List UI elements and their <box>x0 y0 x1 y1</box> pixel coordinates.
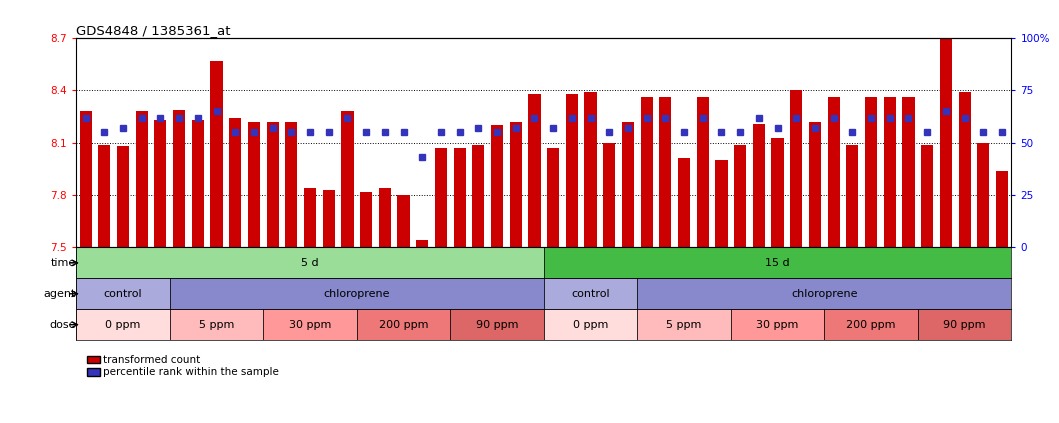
Bar <box>548 148 559 247</box>
Bar <box>264 309 357 340</box>
Bar <box>585 92 596 247</box>
Bar <box>772 137 784 247</box>
Bar <box>604 143 615 247</box>
Text: agent: agent <box>43 289 76 299</box>
Text: 5 ppm: 5 ppm <box>199 320 234 330</box>
Bar <box>435 148 447 247</box>
Bar <box>285 122 298 247</box>
Text: transformed count: transformed count <box>103 354 200 365</box>
Bar <box>397 195 410 247</box>
Bar <box>622 122 634 247</box>
Bar <box>304 188 316 247</box>
Bar <box>846 145 859 247</box>
Bar <box>491 125 503 247</box>
Bar <box>753 124 765 247</box>
Bar <box>544 309 638 340</box>
Text: control: control <box>104 289 142 299</box>
Bar <box>660 97 671 247</box>
Bar <box>155 120 166 247</box>
Bar <box>76 247 544 278</box>
Text: 30 ppm: 30 ppm <box>289 320 331 330</box>
Bar <box>734 145 747 247</box>
Bar <box>169 278 544 309</box>
Bar <box>192 120 204 247</box>
Bar <box>865 97 877 247</box>
Text: chloroprene: chloroprene <box>324 289 390 299</box>
Bar <box>995 170 1008 247</box>
Bar <box>809 122 821 247</box>
Bar <box>790 91 803 247</box>
Bar <box>453 148 466 247</box>
Text: time: time <box>51 258 76 268</box>
Bar <box>472 145 484 247</box>
Bar <box>267 122 279 247</box>
Bar <box>116 146 129 247</box>
Bar <box>341 111 354 247</box>
Text: 0 ppm: 0 ppm <box>105 320 141 330</box>
Text: 90 ppm: 90 ppm <box>944 320 986 330</box>
Bar <box>136 111 148 247</box>
Text: percentile rank within the sample: percentile rank within the sample <box>103 367 279 377</box>
Bar <box>544 278 638 309</box>
Text: chloroprene: chloroprene <box>791 289 858 299</box>
Bar <box>211 61 222 247</box>
Bar <box>902 97 915 247</box>
Bar <box>360 192 372 247</box>
Text: 200 ppm: 200 ppm <box>846 320 896 330</box>
Bar <box>641 97 652 247</box>
Bar <box>357 309 450 340</box>
Text: 15 d: 15 d <box>766 258 790 268</box>
Bar <box>450 309 544 340</box>
Bar <box>248 122 261 247</box>
Text: 5 ppm: 5 ppm <box>666 320 702 330</box>
Bar <box>918 309 1011 340</box>
Bar <box>716 160 728 247</box>
Bar <box>638 278 1011 309</box>
Bar <box>921 145 933 247</box>
Bar <box>528 94 540 247</box>
Bar <box>509 122 522 247</box>
Bar <box>323 190 335 247</box>
Text: 90 ppm: 90 ppm <box>475 320 518 330</box>
Bar <box>173 110 185 247</box>
Bar <box>79 111 92 247</box>
Text: 30 ppm: 30 ppm <box>756 320 798 330</box>
Bar <box>98 145 110 247</box>
Text: 200 ppm: 200 ppm <box>379 320 428 330</box>
Bar <box>977 143 989 247</box>
Bar <box>939 38 952 247</box>
Bar <box>229 118 241 247</box>
Text: 5 d: 5 d <box>301 258 319 268</box>
Bar <box>566 94 578 247</box>
Bar <box>827 97 840 247</box>
Bar <box>731 309 824 340</box>
Text: GDS4848 / 1385361_at: GDS4848 / 1385361_at <box>76 24 231 37</box>
Bar <box>638 309 731 340</box>
Bar <box>379 188 391 247</box>
Bar <box>76 278 169 309</box>
Bar <box>544 247 1011 278</box>
Bar <box>697 97 708 247</box>
Bar <box>824 309 918 340</box>
Bar <box>958 92 971 247</box>
Text: dose: dose <box>50 320 76 330</box>
Bar <box>678 159 690 247</box>
Text: control: control <box>571 289 610 299</box>
Bar <box>76 309 169 340</box>
Bar <box>416 240 428 247</box>
Bar <box>883 97 896 247</box>
Bar <box>169 309 264 340</box>
Text: 0 ppm: 0 ppm <box>573 320 608 330</box>
